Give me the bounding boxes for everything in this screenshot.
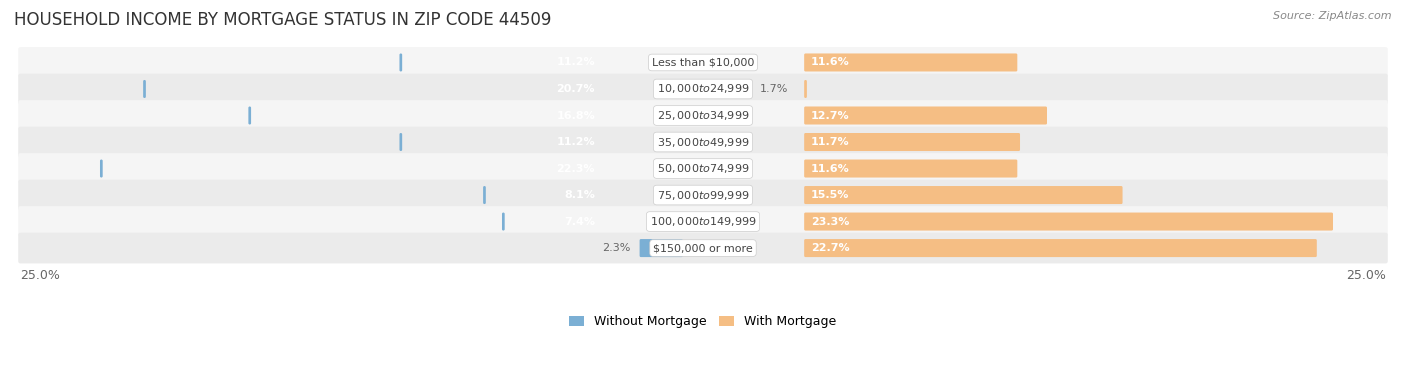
Text: 11.6%: 11.6%: [811, 164, 849, 174]
FancyBboxPatch shape: [18, 100, 1388, 131]
FancyBboxPatch shape: [18, 127, 1388, 157]
FancyBboxPatch shape: [804, 80, 807, 98]
Text: 16.8%: 16.8%: [557, 110, 595, 121]
Legend: Without Mortgage, With Mortgage: Without Mortgage, With Mortgage: [569, 316, 837, 328]
FancyBboxPatch shape: [640, 239, 683, 257]
Text: Source: ZipAtlas.com: Source: ZipAtlas.com: [1274, 11, 1392, 21]
Text: 20.7%: 20.7%: [557, 84, 595, 94]
FancyBboxPatch shape: [399, 133, 402, 151]
FancyBboxPatch shape: [18, 74, 1388, 104]
Text: 11.2%: 11.2%: [557, 137, 595, 147]
FancyBboxPatch shape: [804, 186, 1122, 204]
Text: Less than $10,000: Less than $10,000: [652, 57, 754, 68]
Text: 1.7%: 1.7%: [759, 84, 787, 94]
FancyBboxPatch shape: [18, 153, 1388, 184]
FancyBboxPatch shape: [804, 133, 1019, 151]
FancyBboxPatch shape: [804, 239, 1317, 257]
FancyBboxPatch shape: [804, 160, 1018, 178]
FancyBboxPatch shape: [18, 47, 1388, 78]
FancyBboxPatch shape: [804, 107, 1047, 124]
Text: $35,000 to $49,999: $35,000 to $49,999: [657, 136, 749, 149]
FancyBboxPatch shape: [502, 212, 505, 231]
Text: $100,000 to $149,999: $100,000 to $149,999: [650, 215, 756, 228]
FancyBboxPatch shape: [18, 180, 1388, 211]
Text: 11.6%: 11.6%: [811, 57, 849, 68]
Text: 8.1%: 8.1%: [564, 190, 595, 200]
Text: $10,000 to $24,999: $10,000 to $24,999: [657, 82, 749, 96]
Text: 15.5%: 15.5%: [811, 190, 849, 200]
FancyBboxPatch shape: [100, 160, 103, 178]
Text: 25.0%: 25.0%: [1346, 270, 1385, 282]
Text: $150,000 or more: $150,000 or more: [654, 243, 752, 253]
Text: HOUSEHOLD INCOME BY MORTGAGE STATUS IN ZIP CODE 44509: HOUSEHOLD INCOME BY MORTGAGE STATUS IN Z…: [14, 11, 551, 29]
FancyBboxPatch shape: [484, 186, 486, 204]
Text: 22.3%: 22.3%: [557, 164, 595, 174]
FancyBboxPatch shape: [399, 53, 402, 71]
Text: 11.2%: 11.2%: [557, 57, 595, 68]
FancyBboxPatch shape: [18, 233, 1388, 263]
Text: $50,000 to $74,999: $50,000 to $74,999: [657, 162, 749, 175]
Text: 23.3%: 23.3%: [811, 217, 849, 226]
FancyBboxPatch shape: [143, 80, 146, 98]
FancyBboxPatch shape: [804, 212, 1333, 231]
FancyBboxPatch shape: [18, 206, 1388, 237]
Text: 11.7%: 11.7%: [811, 137, 849, 147]
FancyBboxPatch shape: [804, 53, 1018, 71]
Text: 2.3%: 2.3%: [602, 243, 630, 253]
Text: 7.4%: 7.4%: [564, 217, 595, 226]
Text: $25,000 to $34,999: $25,000 to $34,999: [657, 109, 749, 122]
Text: $75,000 to $99,999: $75,000 to $99,999: [657, 189, 749, 201]
Text: 22.7%: 22.7%: [811, 243, 849, 253]
Text: 12.7%: 12.7%: [811, 110, 849, 121]
Text: 25.0%: 25.0%: [21, 270, 60, 282]
FancyBboxPatch shape: [249, 107, 252, 124]
